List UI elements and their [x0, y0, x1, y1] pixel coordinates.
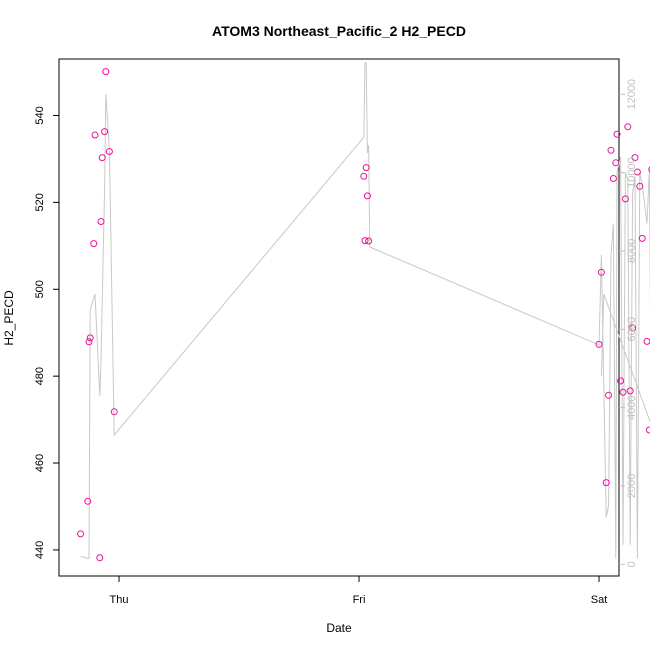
data-point	[102, 68, 110, 76]
data-point	[629, 324, 637, 332]
data-point	[105, 148, 113, 155]
data-point	[613, 130, 621, 138]
data-point	[98, 154, 106, 162]
y-tick-label: 440	[34, 541, 46, 559]
data-point	[648, 166, 650, 173]
y-tick-label: 460	[34, 454, 46, 472]
data-point	[365, 237, 373, 245]
y-tick-label: 500	[34, 280, 46, 298]
y2-tick-label: 10000	[626, 157, 638, 188]
data-point	[96, 554, 104, 562]
data-point	[631, 154, 639, 162]
y-axis-right: 0 2000 4000 6000 8000 10000 12000	[619, 79, 638, 567]
data-point	[645, 426, 650, 434]
y2-tick-label: 0	[626, 561, 638, 567]
y2-tick-label: 12000	[626, 79, 638, 110]
data-point	[360, 172, 368, 180]
data-point	[597, 268, 605, 276]
plot-frame	[58, 58, 620, 577]
data-point	[595, 340, 603, 348]
chart-title: ATOM3 Northeast_Pacific_2 H2_PECD	[212, 23, 466, 39]
data-point	[86, 334, 94, 342]
data-point	[643, 337, 650, 345]
x-axis-label: Date	[326, 621, 352, 635]
data-point	[91, 131, 99, 139]
data-point	[617, 377, 625, 385]
y2-tick-label: 4000	[626, 395, 638, 419]
x-tick-label: Thu	[110, 594, 129, 606]
data-point	[619, 388, 627, 396]
y-axis-label: H2_PECD	[2, 290, 16, 346]
data-point	[609, 175, 617, 182]
data-point	[638, 234, 646, 242]
y2-tick-label: 8000	[626, 239, 638, 263]
data-point	[636, 182, 644, 190]
y-axis-left: 440 460 480 500 520 540	[34, 106, 59, 559]
data-point	[90, 240, 98, 248]
data-point	[621, 195, 629, 203]
data-point	[110, 408, 118, 416]
data-point	[363, 192, 371, 200]
altitude-series-layer	[80, 62, 650, 559]
data-point	[101, 128, 109, 136]
y-tick-label: 520	[34, 193, 46, 211]
data-point	[602, 479, 610, 487]
data-point	[77, 530, 85, 538]
data-point	[633, 168, 641, 176]
data-point	[626, 387, 634, 395]
data-point	[607, 146, 615, 154]
y2-tick-label: 2000	[626, 474, 638, 498]
x-tick-label: Sat	[591, 594, 608, 606]
x-tick-label: Fri	[353, 594, 366, 606]
data-point	[97, 218, 105, 225]
y-tick-label: 540	[34, 106, 46, 124]
y2-tick-label: 6000	[626, 317, 638, 341]
x-axis: Thu Fri Sat	[110, 576, 608, 606]
data-point	[84, 497, 92, 505]
data-point	[361, 237, 369, 245]
data-point	[612, 159, 620, 167]
y-tick-label: 480	[34, 367, 46, 385]
data-point	[624, 123, 632, 131]
data-point	[85, 338, 93, 346]
data-point	[362, 164, 370, 172]
data-points-layer	[77, 68, 650, 562]
data-point	[605, 391, 613, 399]
altitude-line	[80, 62, 650, 559]
